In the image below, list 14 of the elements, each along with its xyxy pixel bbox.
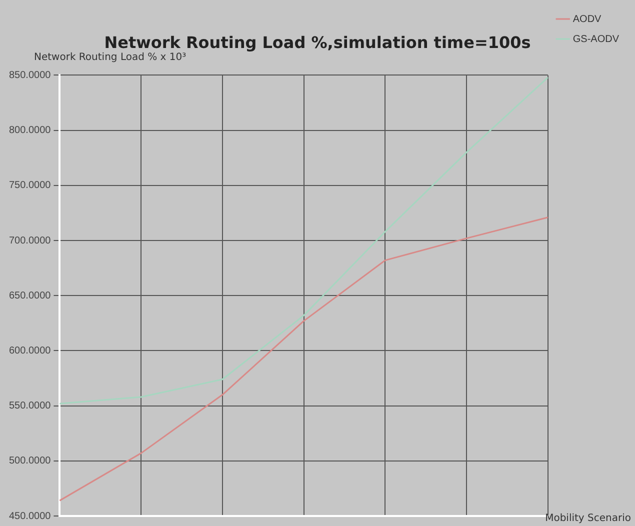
y-tick-label: 550.0000: [8, 400, 52, 412]
chart-title: Network Routing Load %,simulation time=100s: [104, 32, 531, 52]
y-tick-label: 750.0000: [8, 180, 52, 192]
legend-label: AODV: [572, 14, 602, 25]
y-tick-label: 650.0000: [8, 290, 52, 302]
x-axis-title: Mobility Scenario: [545, 513, 631, 524]
y-tick-label: 800.0000: [8, 125, 52, 136]
y-axis-title: Network Routing Load % x 10³: [34, 52, 186, 63]
y-tick-label: 850.0000: [8, 70, 52, 81]
y-tick-label: 450.0000: [8, 510, 52, 522]
y-tick-label: 600.0000: [8, 345, 52, 356]
y-tick-label: 700.0000: [8, 235, 52, 246]
y-tick-label: 500.0000: [8, 456, 52, 467]
legend-label: GS-AODV: [572, 34, 620, 45]
